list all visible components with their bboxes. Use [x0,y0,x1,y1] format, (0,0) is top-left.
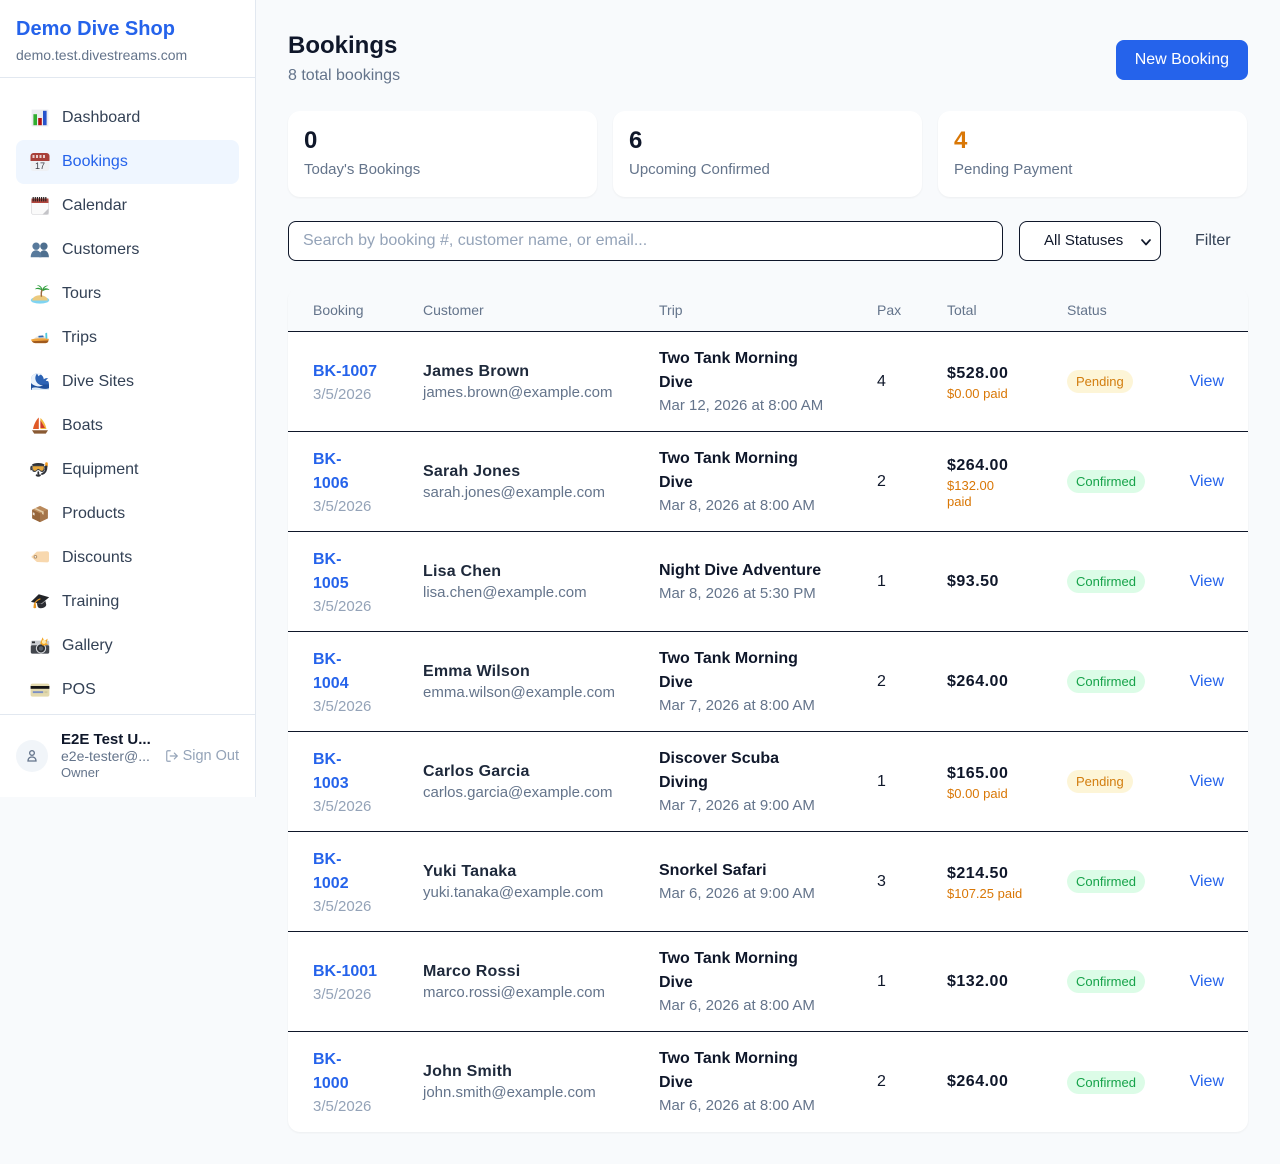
svg-text:17: 17 [35,161,45,171]
